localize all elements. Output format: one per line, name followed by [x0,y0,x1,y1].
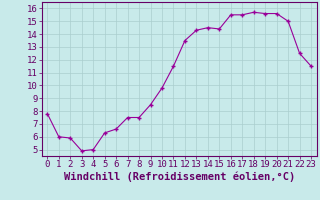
X-axis label: Windchill (Refroidissement éolien,°C): Windchill (Refroidissement éolien,°C) [64,172,295,182]
